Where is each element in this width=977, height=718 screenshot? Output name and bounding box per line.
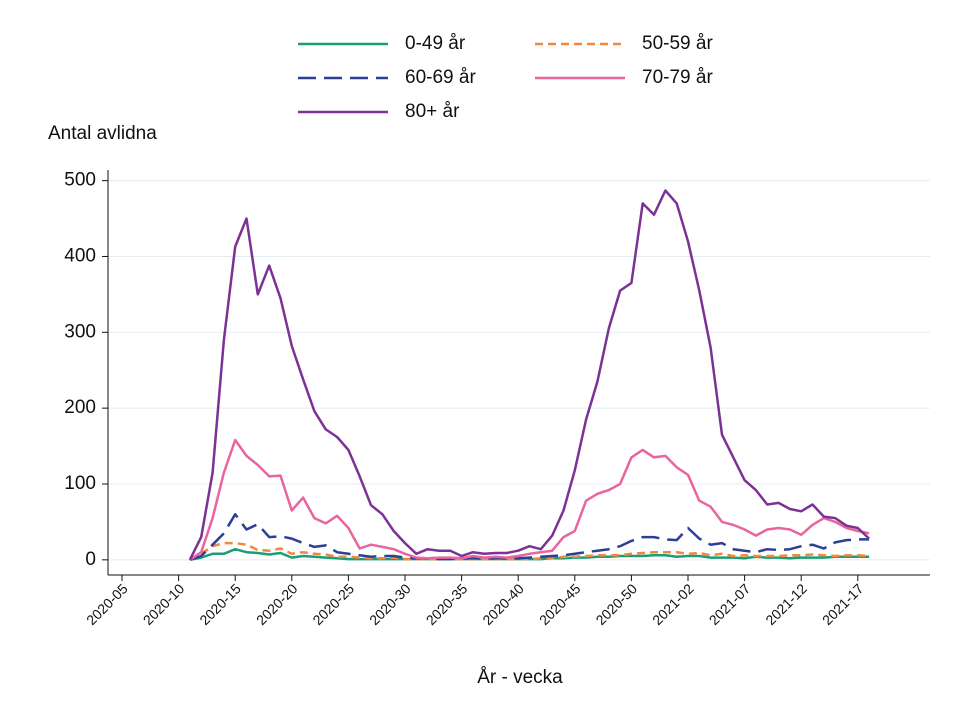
y-axis-title: Antal avlidna xyxy=(48,123,157,144)
legend-label: 0-49 år xyxy=(405,33,466,54)
x-axis-title: År - vecka xyxy=(477,667,563,688)
legend-label: 50-59 år xyxy=(642,33,713,54)
y-tick-label: 300 xyxy=(64,321,96,342)
legend-label: 70-79 år xyxy=(642,67,713,88)
legend-label: 60-69 år xyxy=(405,67,476,88)
y-tick-label: 200 xyxy=(64,397,96,418)
series-line xyxy=(189,438,870,561)
series-line xyxy=(189,541,870,561)
y-tick-label: 500 xyxy=(64,170,96,191)
series-line xyxy=(189,513,870,561)
y-tick-label: 400 xyxy=(64,245,96,266)
y-tick-label: 0 xyxy=(85,549,96,570)
y-tick-label: 100 xyxy=(64,473,96,494)
series-line xyxy=(188,189,870,561)
legend-label: 80+ år xyxy=(405,101,460,122)
